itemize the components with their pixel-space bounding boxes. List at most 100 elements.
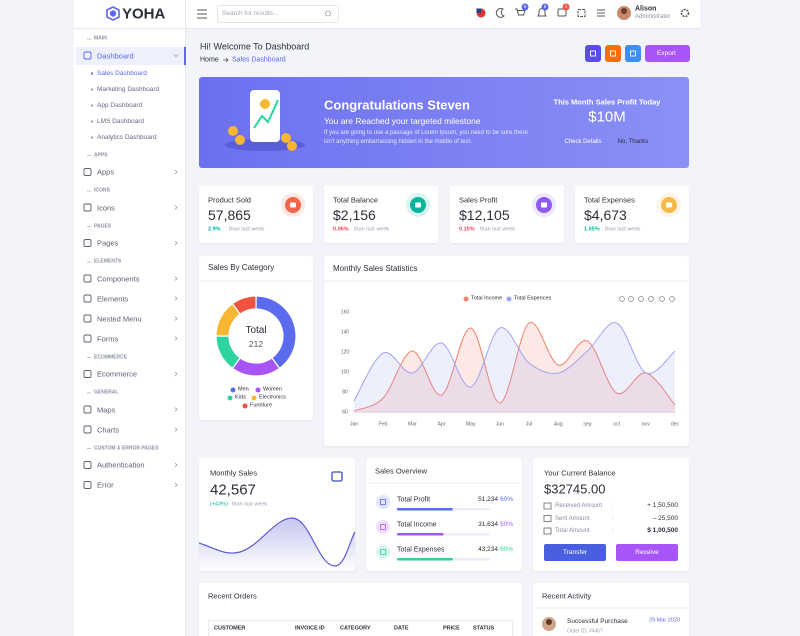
legend-swatch <box>463 296 469 302</box>
illustration <box>253 99 279 129</box>
menu-icon <box>83 274 92 283</box>
button-label[interactable]: Receive <box>635 548 659 556</box>
breadcrumb-arrow <box>223 57 229 63</box>
submenu-item[interactable]: Analytics Dashboard <box>97 133 157 141</box>
stat-icon <box>290 202 296 208</box>
legend-swatch <box>230 387 236 393</box>
menu-item[interactable]: Nested Menu <box>97 313 142 323</box>
search-placeholder[interactable]: Search for results... <box>222 9 279 17</box>
stat-change: 0.15% <box>459 226 475 233</box>
row-percent: 50% <box>500 520 514 528</box>
row-icon <box>543 527 552 535</box>
chart-card <box>324 256 689 446</box>
column-header: CATEGORY <box>340 625 371 632</box>
column-header: CUSTOMER <box>214 625 246 632</box>
menu-item[interactable]: Apps <box>97 167 115 177</box>
legend-swatch <box>255 387 261 393</box>
menu-icon <box>83 334 92 343</box>
card-title: Monthly Sales <box>210 468 258 478</box>
banner-title: Congratulations Steven <box>324 97 470 113</box>
export-label[interactable]: Export <box>657 49 676 57</box>
chevron <box>174 316 178 321</box>
series-line <box>353 322 676 412</box>
action-button[interactable] <box>585 45 601 62</box>
legend-label: Kids <box>235 394 246 401</box>
menu-item[interactable]: Error <box>97 480 114 490</box>
menu-item[interactable]: Elements <box>97 293 129 303</box>
activity-title: Successful Purchase <box>567 617 628 625</box>
x-tick-label: Jul <box>525 421 533 428</box>
button-icon <box>630 50 636 57</box>
x-tick-label: nov <box>641 421 650 428</box>
menu-item[interactable]: Authentication <box>97 460 145 470</box>
menu-icon <box>83 294 92 303</box>
chevron <box>174 462 178 468</box>
menu-item[interactable]: Ecommerce <box>97 369 138 379</box>
submenu-item[interactable]: Sales Dashboard <box>97 69 147 77</box>
menu-item[interactable]: Charts <box>97 424 120 434</box>
stat-icon <box>666 202 672 208</box>
button-label[interactable]: Transfer <box>563 548 587 556</box>
row-label: Total Amount <box>555 528 590 534</box>
legend-label: Men <box>238 386 249 393</box>
transfer-button[interactable] <box>544 544 606 561</box>
active-item <box>76 46 186 65</box>
chart-tool <box>628 296 634 302</box>
menu-item[interactable]: Dashboard <box>97 50 134 60</box>
chevron <box>174 205 178 210</box>
progress-bar <box>397 558 453 561</box>
row-percent: 60% <box>500 545 514 553</box>
illustration <box>250 90 280 142</box>
menu-item[interactable]: Icons <box>97 202 115 212</box>
x-tick-label: Jan <box>349 421 359 428</box>
bullet <box>90 72 94 75</box>
action-button[interactable] <box>625 45 641 62</box>
submenu-item[interactable]: Marketing Dashboard <box>97 85 160 93</box>
submenu-item[interactable]: App Dashboard <box>97 101 143 109</box>
submenu-item[interactable]: LMS Dashboard <box>97 117 144 125</box>
pie-slice <box>231 295 257 315</box>
stat-value: $12,105 <box>459 207 510 223</box>
button-label[interactable]: Check Details <box>564 138 602 145</box>
row-value: $ 1,00,500 <box>647 526 678 534</box>
menu-item[interactable]: Maps <box>97 404 116 414</box>
receive-button[interactable] <box>616 544 678 561</box>
stat-label: Product Sold <box>208 195 251 205</box>
breadcrumb[interactable]: Home <box>200 56 219 64</box>
export-button[interactable] <box>645 45 690 62</box>
badge-count: 5 <box>523 3 527 9</box>
y-tick-label: 80 <box>342 389 348 396</box>
button-label[interactable]: No, Thanks <box>617 138 649 145</box>
action-button[interactable] <box>605 45 621 62</box>
x-tick-label: dec <box>670 421 680 428</box>
separator: : <box>612 528 614 534</box>
menu-item[interactable]: Forms <box>97 333 119 343</box>
search-box[interactable] <box>217 5 339 23</box>
legend-label: Total Income <box>471 295 503 302</box>
menu-icon <box>83 51 92 60</box>
pie-center-value: 212 <box>248 338 264 349</box>
fullscreen-icon <box>577 9 586 17</box>
bullet <box>90 136 94 139</box>
stat-card <box>199 186 313 243</box>
avatar <box>621 8 627 14</box>
pie-center-label: Total <box>245 325 267 336</box>
stat-label: Total Expenses <box>584 195 635 205</box>
section-heading: CUSTOM & ERROR PAGES <box>94 445 159 451</box>
activity-card <box>533 583 689 636</box>
x-tick-label: Jun <box>495 421 504 428</box>
row-icon <box>376 545 390 559</box>
menu-item[interactable]: Pages <box>97 238 119 248</box>
menu-icon <box>83 239 92 247</box>
stat-value: $2,156 <box>333 207 376 223</box>
banner <box>199 77 689 168</box>
x-tick-label: Mar <box>408 421 417 428</box>
card-change: (+43%) <box>210 501 228 508</box>
row-value: 31,634 <box>478 520 498 528</box>
menu-item[interactable]: Components <box>97 273 140 283</box>
stat-card <box>324 186 438 243</box>
row-icon <box>380 524 386 530</box>
section-heading: APPS <box>94 152 108 158</box>
